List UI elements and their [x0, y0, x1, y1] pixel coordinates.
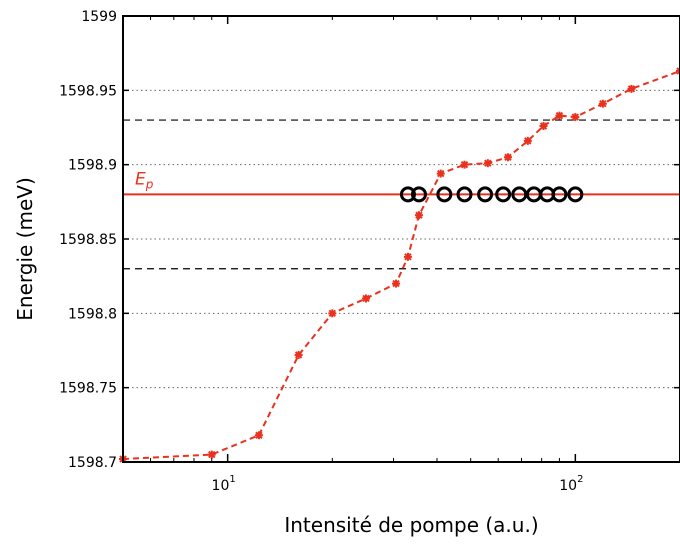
- y-tick-label: 1598.7: [68, 455, 117, 471]
- ep-label-subscript: p: [145, 177, 154, 191]
- y-tick-label: 1598.95: [59, 83, 117, 99]
- y-tick-label: 1598.9: [68, 158, 117, 174]
- data-point-asterisk: [676, 67, 680, 76]
- data-point-circle: [410, 186, 427, 203]
- data-point-circle: [567, 186, 584, 203]
- data-point-asterisk: [403, 252, 412, 261]
- ep-label: Ep: [135, 169, 154, 191]
- tick-layer: 1598.7 1598.75 1598.8 1598.85 1598.9 1598.95 1…: [59, 9, 680, 494]
- grid-layer: [123, 89, 680, 389]
- data-point-asterisk: [328, 309, 337, 318]
- data-point-asterisk: [294, 350, 303, 359]
- data-point-asterisk: [523, 136, 532, 145]
- data-point-asterisk: [483, 159, 492, 168]
- y-tick-label: 1599: [81, 9, 117, 25]
- data-point-asterisk: [627, 84, 636, 93]
- y-tick-label: 1598.8: [68, 306, 117, 322]
- x-tick-label-exponent: 2: [577, 474, 583, 485]
- data-point-asterisk: [362, 294, 371, 303]
- data-point-asterisk: [460, 160, 469, 169]
- data-point-circle: [399, 186, 416, 203]
- data-point-asterisk: [539, 122, 548, 131]
- data-point-circle: [551, 186, 568, 203]
- y-tick-label: 1598.75: [59, 381, 117, 397]
- x-tick-label: 101: [212, 474, 236, 494]
- data-point-circle: [477, 186, 494, 203]
- x-tick-label: 102: [559, 474, 583, 494]
- data-point-asterisk: [555, 111, 564, 120]
- data-point-circle: [511, 186, 528, 203]
- y-axis-title: Energie (meV): [13, 177, 37, 320]
- data-point-circle: [456, 186, 473, 203]
- data-point-asterisk: [571, 113, 580, 122]
- data-point-asterisk: [503, 153, 512, 162]
- y-tick-label: 1598.85: [59, 232, 117, 248]
- series-line: [122, 70, 680, 461]
- data-point-asterisk: [254, 431, 263, 440]
- series-layer: [119, 67, 680, 464]
- data-point-asterisk: [414, 211, 423, 220]
- data-point-asterisk: [207, 450, 216, 459]
- x-tick-label-exponent: 1: [229, 474, 235, 485]
- data-point-circle: [436, 186, 453, 203]
- data-point-asterisk: [598, 99, 607, 108]
- data-point-circle: [495, 186, 512, 203]
- data-point-asterisk: [436, 169, 445, 178]
- x-axis-title: Intensité de pompe (a.u.): [284, 513, 538, 537]
- data-point-asterisk: [392, 279, 401, 288]
